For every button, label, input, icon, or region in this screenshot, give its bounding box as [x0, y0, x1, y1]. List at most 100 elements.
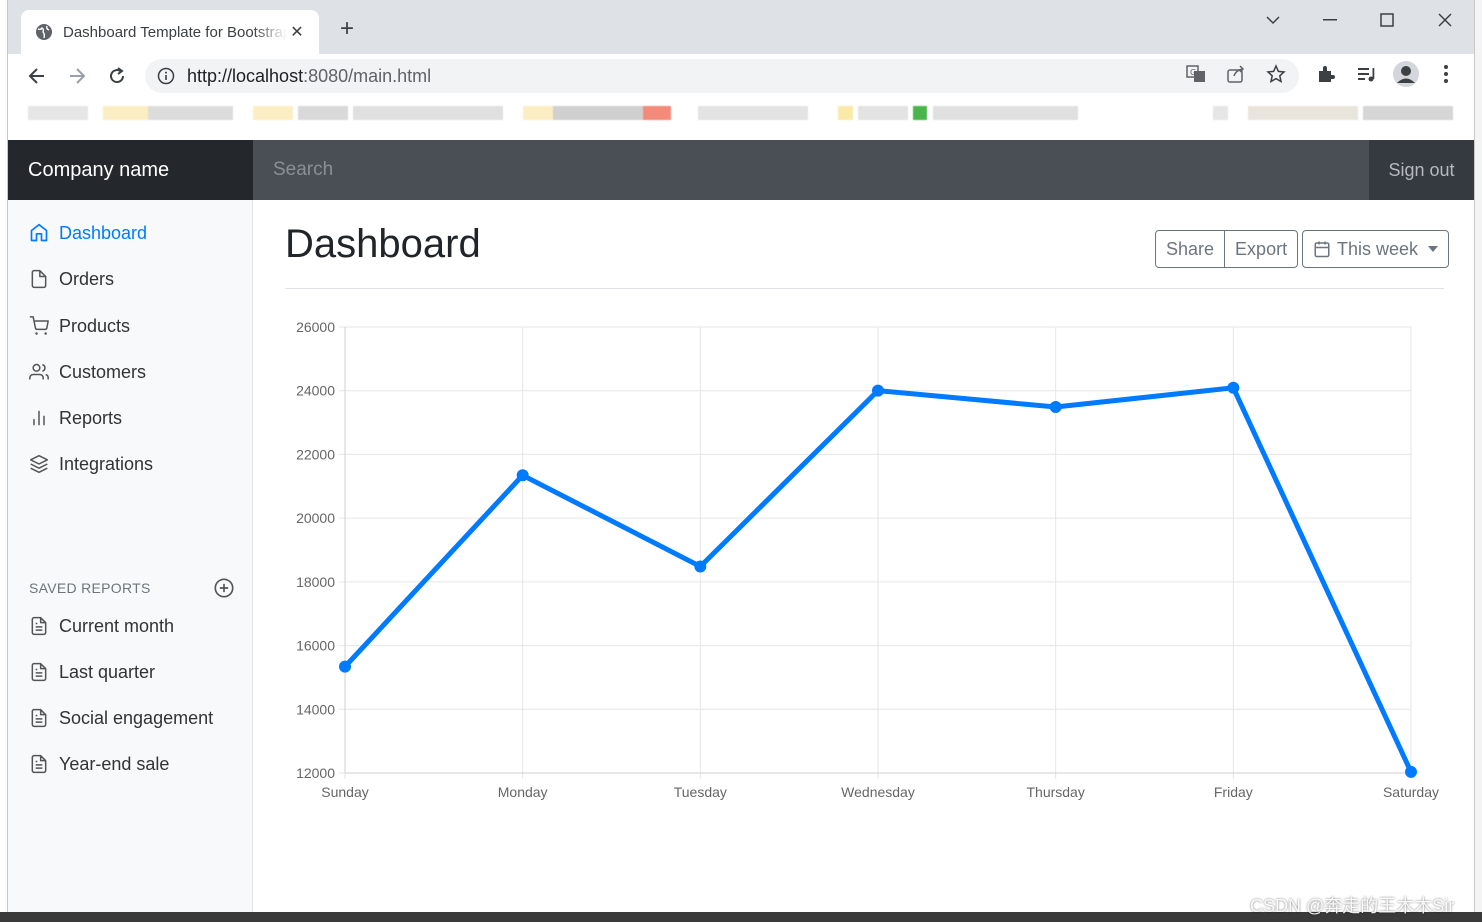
company-brand[interactable]: Company name	[8, 140, 253, 200]
maximize-icon[interactable]	[1367, 8, 1407, 32]
sidebar-item-label: Customers	[59, 361, 147, 382]
file-text-icon	[28, 661, 50, 683]
tab-search-icon[interactable]	[1253, 8, 1293, 32]
blurred-bookmarks	[8, 98, 1474, 138]
x-tick-label: Wednesday	[841, 784, 915, 800]
users-icon	[28, 361, 50, 383]
url-host: http://localhost	[187, 65, 304, 86]
sidebar-item-label: Integrations	[59, 453, 154, 474]
close-window-icon[interactable]	[1425, 8, 1465, 32]
forward-arrow-icon[interactable]	[63, 62, 91, 90]
sidebar-item-customers[interactable]: Customers	[8, 352, 253, 392]
y-tick-label: 20000	[296, 510, 335, 526]
sidebar-item-reports[interactable]: Reports	[8, 398, 253, 438]
data-point	[1405, 765, 1417, 778]
x-tick-label: Tuesday	[674, 784, 727, 800]
sidebar-item-label: Orders	[59, 268, 115, 289]
file-text-icon	[28, 753, 50, 775]
window-left-edge	[0, 0, 8, 922]
y-tick-label: 14000	[296, 701, 335, 717]
sign-out-link[interactable]: Sign out	[1388, 159, 1455, 180]
globe-icon	[36, 24, 52, 40]
export-button[interactable]: Export	[1225, 230, 1299, 268]
y-tick-label: 16000	[296, 638, 335, 654]
url-path: :8080/main.html	[303, 65, 432, 86]
x-tick-label: Sunday	[321, 784, 368, 800]
share-page-icon[interactable]	[1221, 59, 1251, 89]
period-label: This week	[1337, 238, 1419, 259]
svg-text:G: G	[1190, 68, 1196, 77]
profile-avatar-icon[interactable]	[1391, 59, 1421, 89]
browser-tab[interactable]: Dashboard Template for Bootstrap ✕	[21, 10, 319, 54]
search-input[interactable]: Search	[253, 140, 1369, 200]
minimize-icon[interactable]	[1310, 8, 1350, 32]
saved-report-year-end-sale[interactable]: Year-end sale	[8, 744, 253, 784]
saved-report-current-month[interactable]: Current month	[8, 606, 253, 646]
file-icon	[28, 268, 50, 290]
data-point	[1049, 400, 1062, 413]
y-tick-label: 18000	[296, 574, 335, 590]
sidebar-item-label: Reports	[59, 407, 123, 428]
tab-title: Dashboard Template for Bootstrap	[63, 23, 287, 41]
share-button[interactable]: Share	[1155, 230, 1226, 268]
watermark: CSDN @奔走的王木木Sir	[1250, 896, 1455, 916]
close-tab-icon[interactable]: ✕	[290, 24, 304, 41]
window-right-edge	[1474, 0, 1482, 922]
data-point	[1227, 381, 1240, 394]
share-export-group: Share Export	[1155, 230, 1299, 268]
home-icon	[28, 222, 50, 244]
top-navbar: Company name Search Sign out	[8, 140, 1474, 200]
info-icon[interactable]	[157, 67, 175, 85]
page-title: Dashboard	[285, 222, 481, 266]
caret-down-icon	[1428, 246, 1439, 252]
data-point	[872, 384, 884, 397]
reload-icon[interactable]	[103, 62, 131, 90]
browser-toolbar: http://localhost:8080/main.html G	[8, 54, 1474, 98]
extensions-icon[interactable]	[1311, 59, 1341, 89]
saved-report-label: Year-end sale	[59, 753, 170, 774]
file-text-icon	[28, 707, 50, 729]
data-point	[339, 660, 351, 673]
sidebar-item-dashboard[interactable]: Dashboard	[8, 213, 253, 253]
saved-report-label: Last quarter	[59, 661, 156, 682]
sidebar-item-products[interactable]: Products	[8, 306, 253, 346]
browser-tabstrip: Dashboard Template for Bootstrap ✕ +	[8, 0, 1474, 54]
saved-report-label: Social engagement	[59, 707, 214, 728]
file-text-icon	[28, 615, 50, 637]
weekly-line-chart: 12000 14000 16000 18000 20000 22000 24000 26000…	[296, 319, 1439, 800]
bar-chart-icon	[28, 407, 50, 429]
y-tick-label: 24000	[296, 383, 335, 399]
saved-report-last-quarter[interactable]: Last quarter	[8, 652, 253, 692]
x-tick-label: Friday	[1214, 784, 1253, 800]
period-dropdown[interactable]: This week	[1302, 230, 1450, 268]
bookmark-star-icon[interactable]	[1261, 59, 1291, 89]
y-tick-label: 22000	[296, 446, 335, 462]
calendar-icon	[1314, 241, 1330, 258]
reading-list-icon[interactable]	[1351, 59, 1381, 89]
bookmarks-bar	[8, 98, 1474, 138]
address-bar[interactable]: http://localhost:8080/main.html	[145, 59, 1299, 93]
data-point	[694, 560, 707, 573]
sidebar-item-label: Products	[59, 315, 131, 336]
y-tick-label: 26000	[296, 319, 335, 335]
os-taskbar-strip	[0, 912, 1482, 922]
x-tick-label: Thursday	[1026, 784, 1084, 800]
x-tick-label: Monday	[498, 784, 548, 800]
sidebar-item-orders[interactable]: Orders	[8, 259, 253, 299]
x-tick-label: Saturday	[1383, 784, 1439, 800]
data-point	[516, 469, 529, 482]
add-report-icon[interactable]	[213, 577, 235, 599]
sidebar: Dashboard Orders Products Customers Repo…	[8, 200, 253, 912]
y-tick-label: 12000	[296, 765, 335, 781]
layers-icon	[28, 453, 50, 475]
translate-icon[interactable]: G	[1181, 59, 1211, 89]
sidebar-item-integrations[interactable]: Integrations	[8, 444, 253, 484]
web-page: Company name Search Sign out Dashboard O…	[8, 140, 1474, 912]
header-divider	[285, 288, 1444, 289]
saved-report-social-engagement[interactable]: Social engagement	[8, 698, 253, 738]
kebab-menu-icon[interactable]	[1431, 59, 1461, 89]
sidebar-item-label: Dashboard	[59, 222, 148, 243]
back-arrow-icon[interactable]	[23, 62, 51, 90]
saved-reports-heading: SAVED REPORTS	[29, 580, 151, 596]
new-tab-button[interactable]: +	[339, 15, 354, 42]
